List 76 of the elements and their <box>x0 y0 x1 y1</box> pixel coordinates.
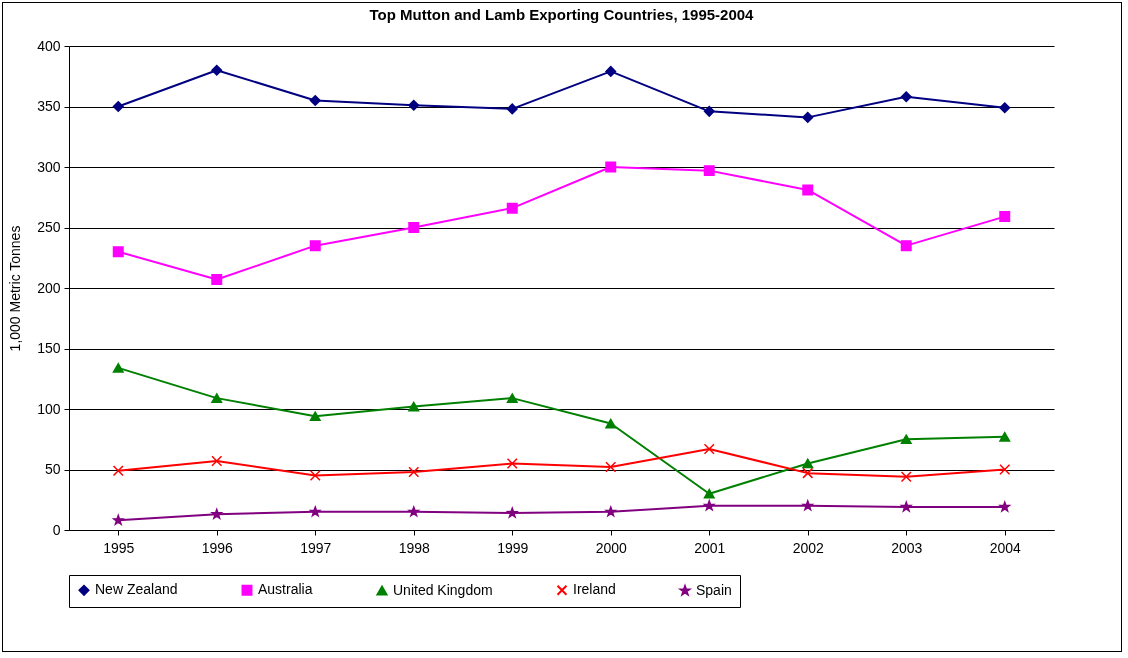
chart-title: Top Mutton and Lamb Exporting Countries, 1995-2004 <box>369 6 755 23</box>
point <box>506 507 518 518</box>
point <box>112 363 124 373</box>
point <box>900 240 912 252</box>
legend-label: United Kingdom <box>393 581 493 598</box>
x-tick-label: 1998 <box>398 539 431 556</box>
point <box>605 461 617 473</box>
y-tick-label: 150 <box>37 340 61 356</box>
point <box>408 222 420 233</box>
point <box>112 514 124 525</box>
point <box>309 470 321 482</box>
point <box>999 431 1011 442</box>
point <box>605 418 617 429</box>
y-tick-label: 350 <box>37 98 61 114</box>
y-tick-label: 250 <box>37 219 61 235</box>
point <box>309 411 321 422</box>
point <box>900 471 912 483</box>
point <box>506 103 518 115</box>
point <box>211 393 223 403</box>
point <box>112 465 124 477</box>
point <box>802 467 814 479</box>
point <box>506 202 518 214</box>
point <box>605 65 617 77</box>
point <box>703 105 715 117</box>
legend-label: New Zealand <box>95 581 178 598</box>
x-tick-label: 1996 <box>201 539 234 556</box>
point <box>211 455 223 467</box>
point <box>605 506 617 517</box>
point <box>703 165 715 177</box>
point <box>506 457 518 469</box>
x-tick-label: 2000 <box>595 539 628 556</box>
point <box>408 99 420 111</box>
point <box>703 443 715 455</box>
point <box>802 458 814 469</box>
point <box>408 466 420 478</box>
point <box>703 500 715 511</box>
y-tick-label: 200 <box>37 279 61 296</box>
point <box>999 501 1011 512</box>
point <box>309 94 321 106</box>
point <box>703 488 715 499</box>
point <box>112 101 124 112</box>
point <box>408 401 420 412</box>
point <box>309 506 321 517</box>
point <box>802 111 814 123</box>
point <box>802 500 814 511</box>
x-tick-label: 1999 <box>497 539 529 556</box>
legend-label: Australia <box>258 581 313 598</box>
y-tick-label: 50 <box>44 461 61 477</box>
x-tick-label: 1997 <box>300 539 332 556</box>
x-tick-label: 1995 <box>103 539 135 556</box>
legend-label: Spain <box>696 581 732 598</box>
point <box>999 211 1011 223</box>
point <box>999 464 1011 475</box>
point <box>408 506 420 517</box>
y-tick-label: 100 <box>37 400 61 417</box>
x-tick-label: 2002 <box>792 539 825 556</box>
point <box>999 102 1011 114</box>
point <box>112 246 124 258</box>
point <box>605 161 617 173</box>
legend-label: Ireland <box>573 581 616 598</box>
point <box>309 240 321 252</box>
point <box>506 393 518 403</box>
point <box>900 434 912 445</box>
point <box>211 508 223 519</box>
point <box>802 184 814 196</box>
y-axis-title: 1,000 Metric Tonnes <box>7 225 24 352</box>
y-tick-label: 0 <box>52 521 61 538</box>
x-tick-label: 2003 <box>891 539 923 556</box>
y-tick-label: 300 <box>37 158 61 175</box>
point <box>900 501 912 512</box>
x-tick-label: 2004 <box>989 539 1022 556</box>
point <box>211 274 223 286</box>
point <box>211 64 223 76</box>
x-tick-label: 2001 <box>694 539 726 556</box>
y-tick-label: 400 <box>37 37 61 54</box>
point <box>900 91 912 103</box>
